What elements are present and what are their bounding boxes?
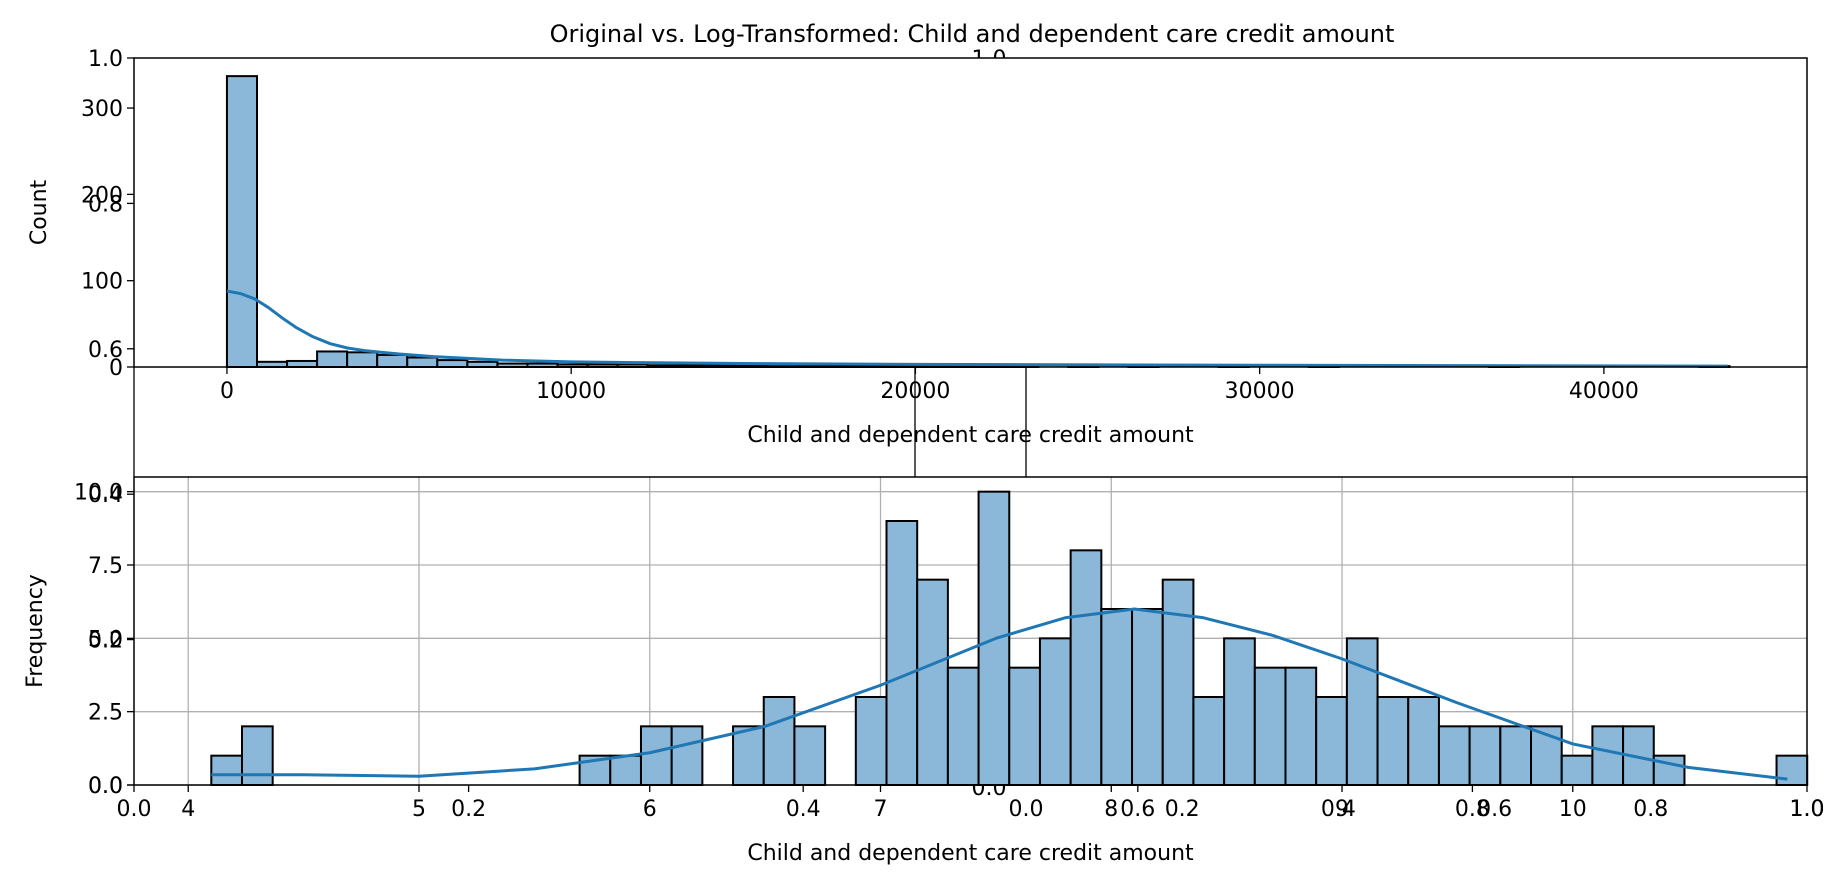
histogram-bar	[1192, 696, 1226, 786]
x-tick-label: 9	[1335, 797, 1349, 822]
histogram-bar	[793, 725, 827, 786]
x-tick-label: 20000	[880, 379, 950, 404]
histogram-bar	[376, 353, 409, 368]
histogram-bar	[1315, 696, 1348, 786]
histogram-bar	[1253, 666, 1287, 787]
axes-frame	[133, 57, 1808, 368]
bg-right-x-tick-label: 1.0	[1790, 797, 1825, 822]
bg-y-tick-label: 0.4	[88, 483, 123, 508]
histogram-bar	[1437, 725, 1471, 786]
kde-curve	[211, 607, 1788, 781]
bg-x-tick-label: 1.0	[1790, 797, 1825, 822]
histogram-bar	[1591, 725, 1625, 786]
x-tick-label: 6	[643, 797, 657, 822]
histogram-bar	[732, 725, 765, 786]
x-tick-label: 40000	[1569, 379, 1639, 404]
bg-x-tick-label: 0.8	[1455, 797, 1490, 822]
bg-x-tick-label: 0.4	[786, 797, 821, 822]
x-axis-label: Child and dependent care credit amount	[747, 841, 1194, 866]
figure-title: Original vs. Log-Transformed: Child and …	[550, 20, 1395, 48]
x-tick-label: 4	[181, 797, 195, 822]
bg-y-tick-label: 0.0	[88, 774, 123, 799]
histogram-bar	[466, 360, 499, 368]
histogram-bar	[762, 696, 796, 786]
x-tick-label: 10000	[536, 379, 606, 404]
histogram-bar	[1560, 754, 1594, 787]
bg-right-x-tick-label: 0.0	[1009, 797, 1044, 822]
y-tick-label: 0.0	[88, 774, 123, 799]
histogram-bar	[670, 725, 704, 786]
histogram-bar	[210, 754, 243, 787]
x-tick-label: 0	[220, 379, 234, 404]
histogram-bar	[316, 350, 349, 368]
histogram-bar	[946, 666, 980, 787]
bg-right-x-tick-label: 0.8	[1633, 797, 1668, 822]
histogram-bar	[1008, 666, 1041, 787]
y-tick-label: 200	[81, 183, 123, 208]
background-axes: 0.00.20.40.60.81.00.00.20.40.60.81.01.00…	[88, 47, 1825, 822]
bg-y-tick-label: 0.8	[88, 192, 123, 217]
bg-right-x-tick-label: 0.4	[1321, 797, 1356, 822]
bg-y-tick-label: 0.6	[88, 338, 123, 363]
bottom-histogram-axes: 4 5 6 7 8 9 10 0.0 2.5 5.0 7.5 10.0 Child and depend…	[23, 476, 1809, 866]
bg-x-tick-label: 0.0	[117, 797, 152, 822]
y-tick-label: 300	[81, 97, 123, 122]
axes-frame	[133, 476, 1808, 786]
histogram-bar	[406, 356, 439, 368]
histogram-bar	[1499, 725, 1533, 786]
plot-area	[134, 58, 1807, 367]
histogram-bar	[854, 696, 888, 786]
histogram-bar	[1468, 725, 1502, 786]
y-tick-label: 100	[81, 270, 123, 295]
x-tick-label: 7	[874, 797, 888, 822]
histogram-bar	[255, 360, 289, 368]
histogram-bar	[1161, 578, 1195, 787]
bg-x-tick-label: 0.2	[451, 797, 486, 822]
x-tick-label: 10	[1559, 797, 1587, 822]
kde-curve	[226, 289, 1728, 368]
top-histogram-axes: 0 10000 20000 30000 40000 0 100 200 300 Child and…	[27, 57, 1808, 448]
histogram-bar	[1069, 549, 1103, 786]
y-tick-label: 7.5	[88, 554, 123, 579]
x-axis-label: Child and dependent care credit amount	[747, 423, 1194, 448]
histogram-bar	[1223, 637, 1256, 786]
histogram-bar	[609, 754, 642, 787]
histogram-bar	[885, 520, 919, 786]
histogram-bar	[1100, 608, 1134, 786]
y-tick-label: 5.0	[88, 627, 123, 652]
bg-y-tick-label: 1.0	[88, 47, 123, 72]
x-tick-label: 8	[1104, 797, 1118, 822]
histogram-bar	[639, 725, 673, 786]
y-tick-label: 10.0	[74, 481, 123, 506]
histogram-bar	[1131, 608, 1164, 786]
histogram-bar	[916, 578, 949, 787]
x-tick-label: 5	[412, 797, 426, 822]
bg-y-tick-label: 0.2	[88, 629, 123, 654]
histogram-bar	[436, 359, 469, 368]
y-tick-label: 0	[109, 356, 123, 381]
histogram-bar	[1038, 637, 1072, 786]
histogram-bar	[286, 359, 319, 368]
histogram-bar	[1407, 696, 1440, 786]
histogram-bar	[225, 75, 258, 368]
y-axis-label: Frequency	[23, 574, 48, 688]
bg-x-tick-label: 0.6	[1120, 797, 1155, 822]
y-tick-label: 2.5	[88, 701, 123, 726]
histogram-bar	[1284, 666, 1318, 787]
bg-right-x-tick-label: 0.2	[1165, 797, 1200, 822]
histogram-bar	[1376, 696, 1410, 786]
histogram-bar	[1775, 754, 1809, 787]
histogram-bar	[346, 351, 379, 368]
histogram-bar	[1345, 637, 1379, 786]
bg-right-x-tick-label: 0.6	[1477, 797, 1512, 822]
y-axis-label: Count	[27, 179, 52, 245]
x-tick-label: 30000	[1225, 379, 1295, 404]
